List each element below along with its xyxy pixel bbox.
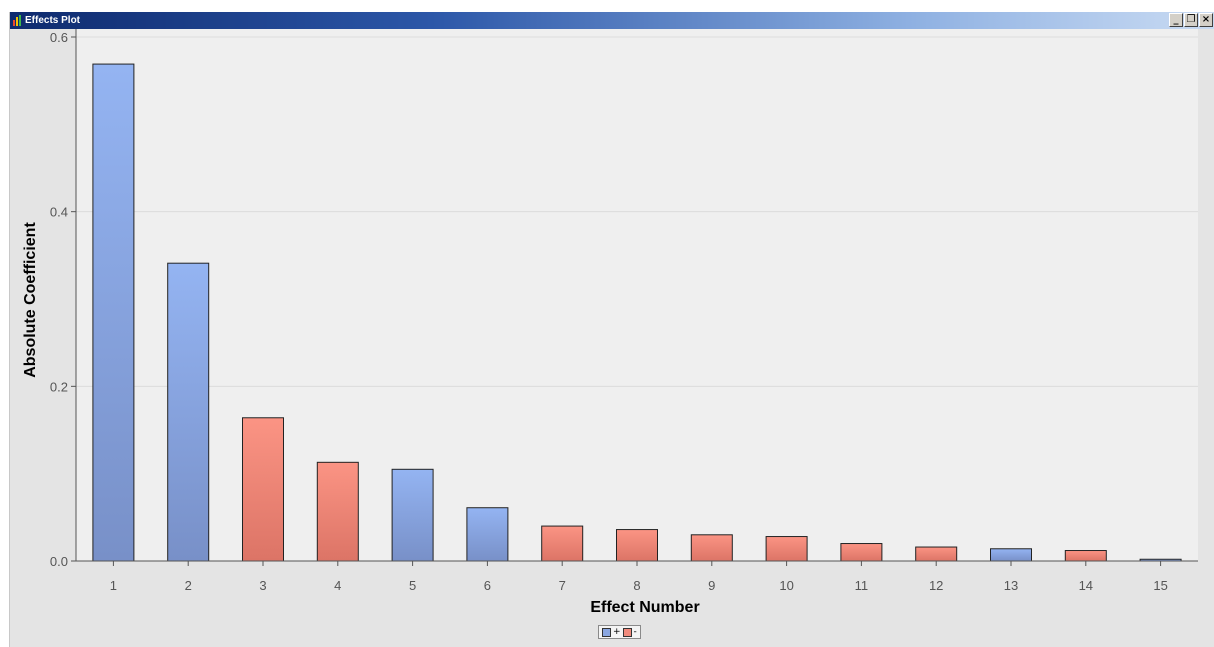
legend-positive-swatch [602, 628, 611, 637]
bar-effect-5 [392, 469, 433, 561]
legend-negative-swatch [623, 628, 632, 637]
y-tick-label: 0.2 [50, 379, 68, 394]
bar-effect-13 [991, 549, 1032, 561]
x-tick-label: 10 [779, 578, 793, 593]
bar-effect-6 [467, 508, 508, 561]
x-axis-title: Effect Number [590, 599, 699, 616]
bar-effect-10 [766, 537, 807, 561]
legend-positive-label: + [613, 627, 621, 637]
x-tick-label: 8 [633, 578, 640, 593]
y-ticks: 0.0 0.2 0.4 0.6 [50, 30, 76, 569]
bar-effect-8 [617, 530, 658, 561]
y-tick-label: 0.6 [50, 30, 68, 45]
x-tick-label: 6 [484, 578, 491, 593]
x-tick-label: 14 [1079, 578, 1093, 593]
x-tick-label: 13 [1004, 578, 1018, 593]
x-tick-label: 4 [334, 578, 341, 593]
bar-effect-12 [916, 547, 957, 561]
legend-negative-label: - [634, 627, 637, 637]
x-tick-label: 7 [559, 578, 566, 593]
y-axis-title: Absolute Coefficient [22, 222, 39, 378]
y-tick-label: 0.0 [50, 554, 68, 569]
bar-effect-9 [691, 535, 732, 561]
bar-effect-4 [317, 462, 358, 561]
x-tick-label: 5 [409, 578, 416, 593]
x-ticks: 1 2 3 4 5 6 7 8 9 10 11 12 13 14 15 [110, 561, 1168, 593]
bar-effect-3 [243, 418, 284, 561]
bar-effect-14 [1065, 551, 1106, 561]
x-tick-label: 12 [929, 578, 943, 593]
legend: + - [598, 625, 641, 639]
x-tick-label: 1 [110, 578, 117, 593]
x-tick-label: 11 [855, 578, 869, 593]
x-tick-label: 15 [1153, 578, 1167, 593]
bar-effect-7 [542, 526, 583, 561]
x-tick-label: 2 [185, 578, 192, 593]
y-tick-label: 0.4 [50, 205, 68, 220]
bar-effect-2 [168, 263, 209, 561]
bar-effect-11 [841, 544, 882, 561]
x-tick-label: 9 [708, 578, 715, 593]
x-tick-label: 3 [259, 578, 266, 593]
bar-effect-1 [93, 64, 134, 561]
